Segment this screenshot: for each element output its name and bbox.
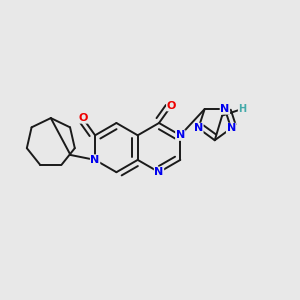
Text: N: N [91, 155, 100, 165]
Text: O: O [78, 113, 88, 123]
Text: H: H [238, 104, 247, 114]
Text: N: N [220, 104, 230, 114]
Text: N: N [194, 123, 203, 133]
Text: N: N [154, 167, 164, 177]
Text: N: N [176, 130, 185, 140]
Text: O: O [167, 101, 176, 111]
Text: N: N [226, 123, 236, 133]
